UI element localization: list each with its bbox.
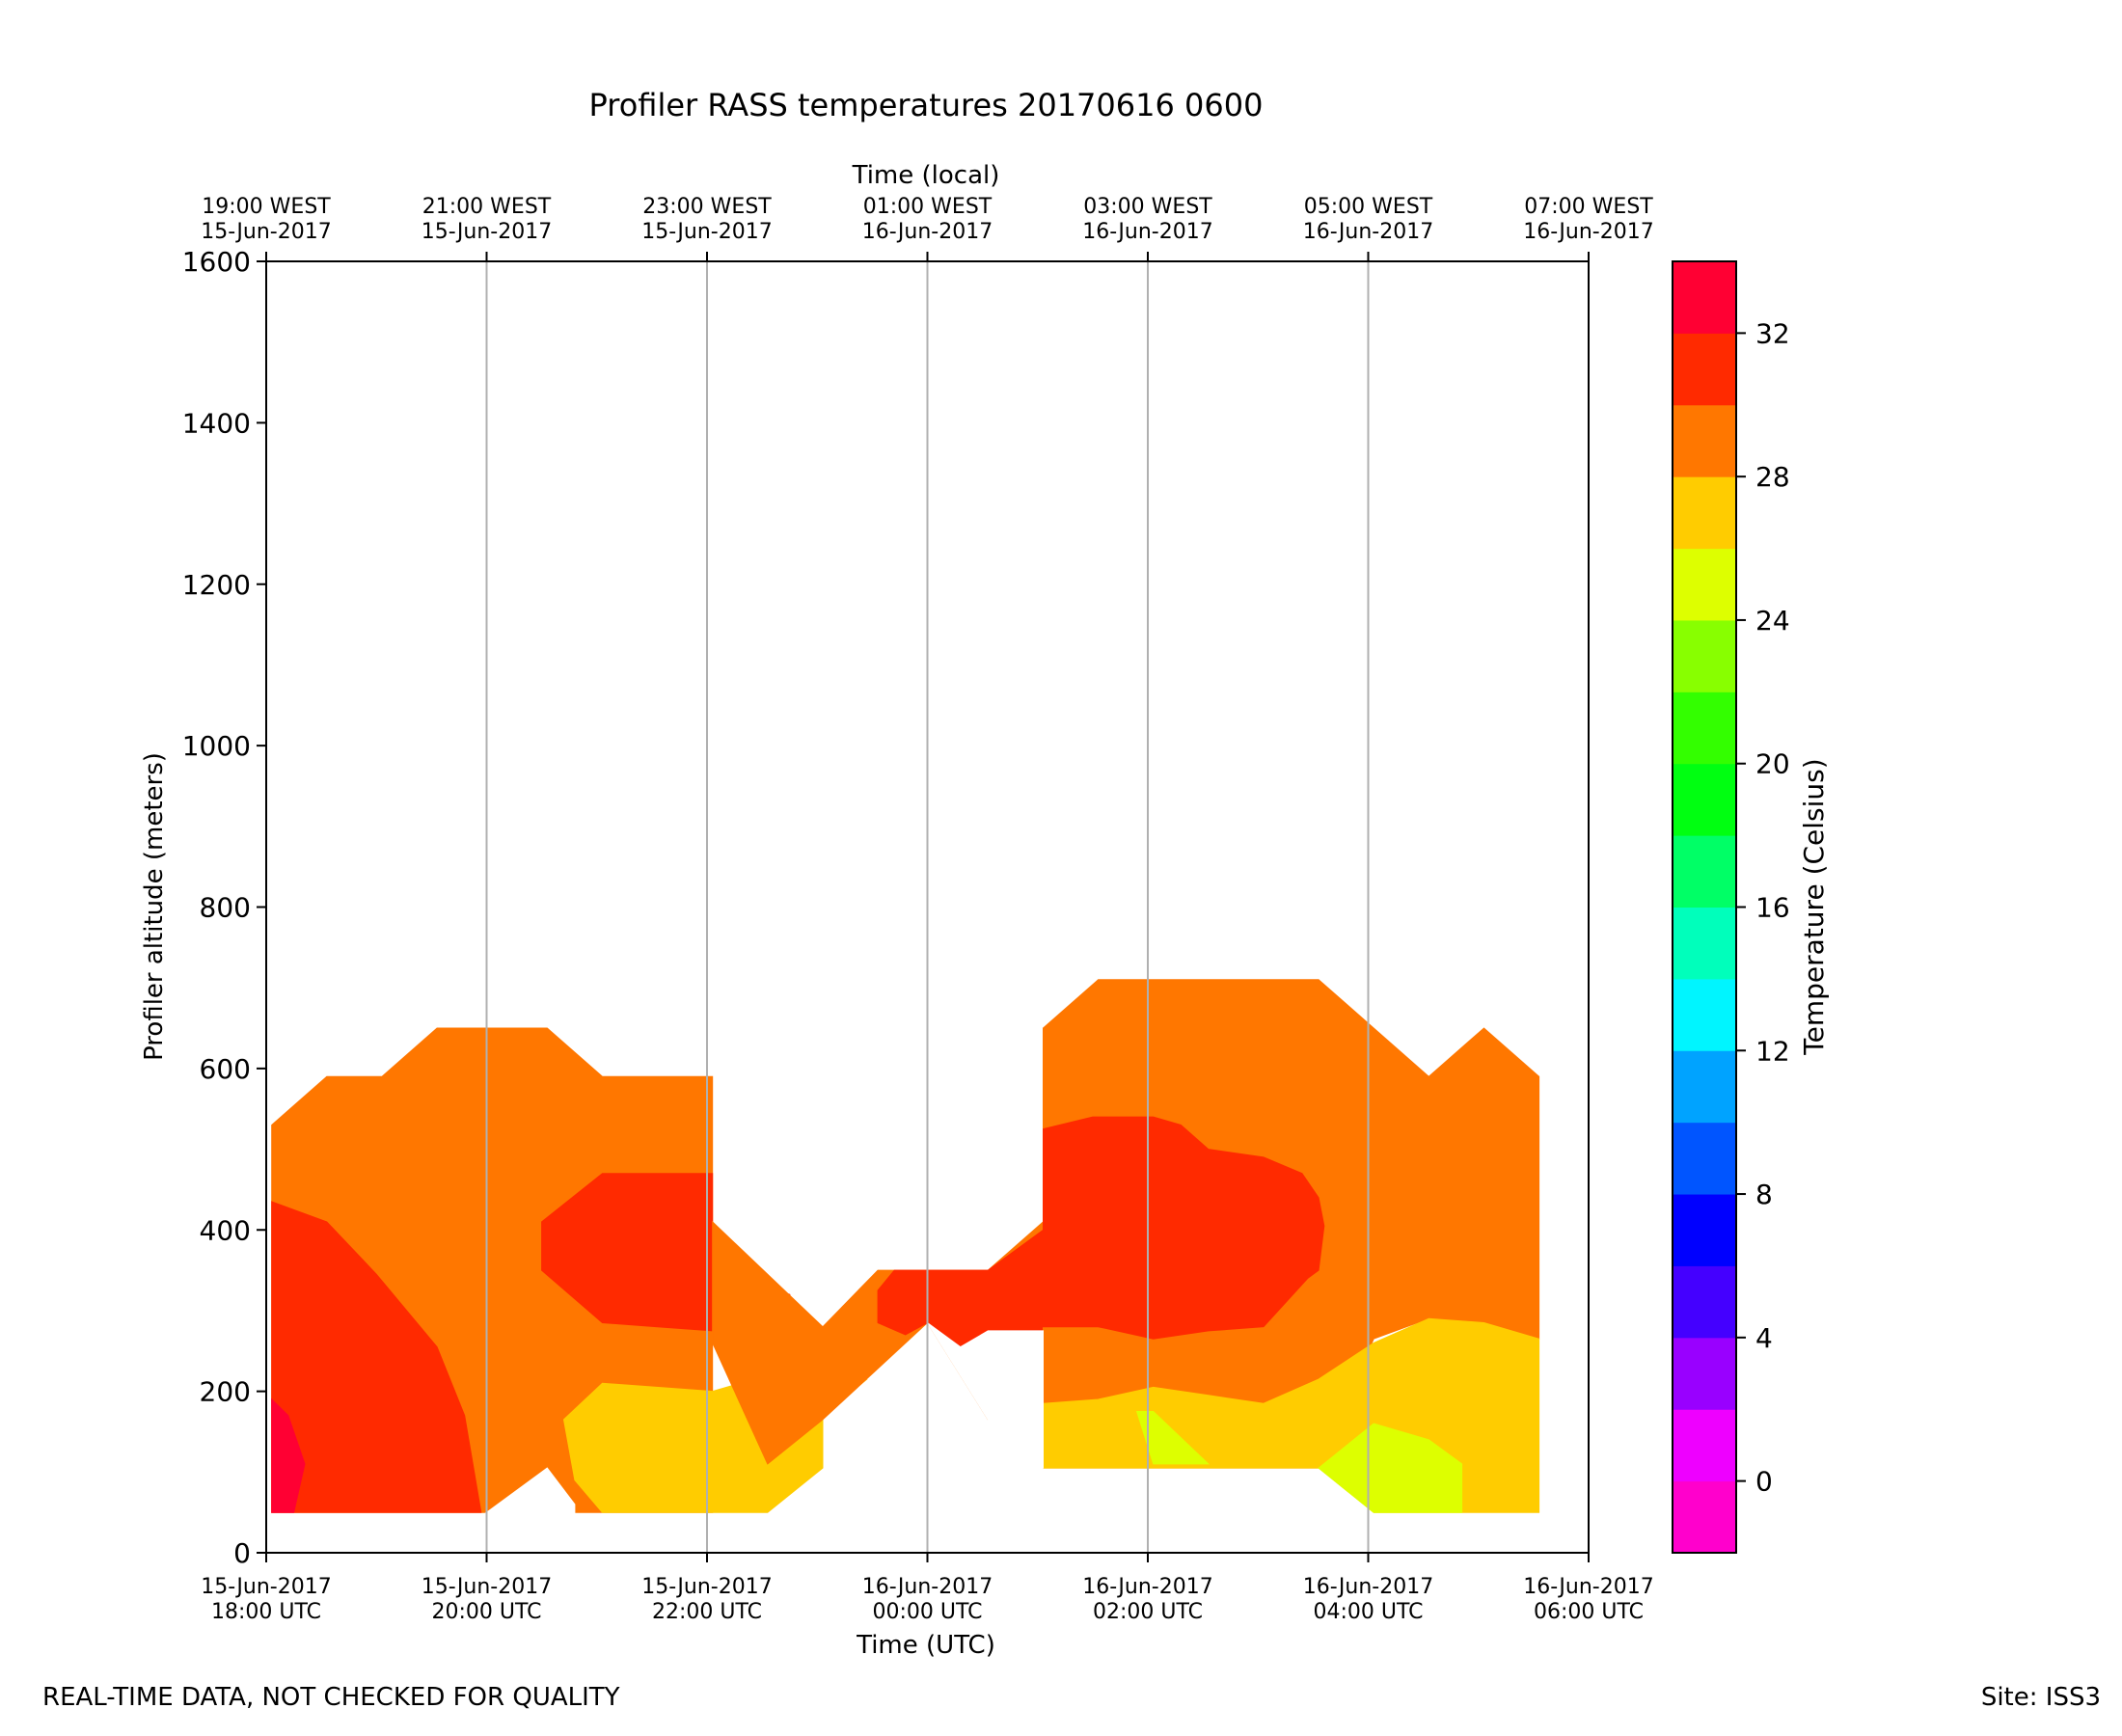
colorbar-tick-label: 24 [1755,605,1790,637]
top-tick-label-time: 23:00 WEST [642,195,772,219]
y-tick-label: 0 [233,1537,251,1569]
y-tick-label: 800 [200,892,251,924]
colorbar-tick-label: 8 [1755,1179,1773,1210]
contour-region-right-block-30-32C [1043,1116,1325,1340]
colorbar-segment [1673,1050,1736,1124]
colorbar-segment [1673,978,1736,1051]
x-tick-label-time: 18:00 UTC [211,1600,321,1624]
x-tick-label-date: 15-Jun-2017 [201,1575,331,1599]
colorbar-tick-label: 28 [1755,461,1790,493]
colorbar-tick-label: 12 [1755,1035,1790,1067]
contour-region-left-block-30-32C [271,1201,482,1513]
x-tick-label-time: 04:00 UTC [1313,1600,1423,1624]
colorbar-segment [1673,1265,1736,1339]
colorbar-segment [1673,763,1736,836]
y-tick-label: 400 [200,1214,251,1246]
y-tick-label: 200 [200,1376,251,1408]
colorbar-segment [1673,404,1736,477]
colorbar-segment [1673,261,1736,334]
contour-region-middle-30-32C [877,1229,1044,1348]
colorbar-segment [1673,907,1736,980]
gridlines [485,261,1370,1553]
colorbar-segment [1673,619,1736,692]
top-tick-label-time: 07:00 WEST [1524,195,1653,219]
data-quality-note: REAL-TIME DATA, NOT CHECKED FOR QUALITY [42,1683,620,1712]
top-tick-label-time: 05:00 WEST [1304,195,1433,219]
colorbar-tick-label: 4 [1755,1322,1773,1354]
x-tick-label-time: 02:00 UTC [1093,1600,1203,1624]
x-tick-label-date: 16-Jun-2017 [1303,1575,1433,1599]
top-tick-label-time: 01:00 WEST [863,195,993,219]
x-tick-label-time: 20:00 UTC [431,1600,541,1624]
top-tick-label-date: 16-Jun-2017 [1303,220,1433,244]
x-tick-label-date: 16-Jun-2017 [1082,1575,1212,1599]
contour-region-right-block-24-26C-b [1318,1423,1463,1513]
chart-title: Profiler RASS temperatures 20170616 0600 [589,87,1264,123]
top-tick-label-time: 03:00 WEST [1083,195,1212,219]
colorbar-segment [1673,476,1736,550]
colorbar-segment [1673,835,1736,908]
contour-fills [271,979,1540,1517]
x-tick-label-time: 00:00 UTC [872,1600,982,1624]
colorbar-segment [1673,692,1736,765]
top-tick-label-time: 21:00 WEST [422,195,552,219]
colorbar-tick-label: 16 [1755,892,1790,924]
colorbar-tick-label: 0 [1755,1466,1773,1498]
y-tick-label: 1600 [182,246,251,278]
colorbar-segment [1673,1409,1736,1482]
x-axis-label: Time (UTC) [856,1631,995,1660]
colorbar-tick-label: 20 [1755,748,1790,780]
top-axis-label: Time (local) [852,161,1000,190]
y-tick-label: 1200 [182,569,251,601]
site-label: Site: ISS3 [1980,1683,2101,1712]
colorbar-segment [1673,548,1736,621]
colorbar-segment [1673,1194,1736,1266]
colorbar-ticks: 0 4 8 12 16 20 24 28 32 [1736,317,1790,1498]
x-tick-label-date: 15-Jun-2017 [641,1575,772,1599]
top-tick-label-date: 16-Jun-2017 [1082,220,1212,244]
contour-region-right-block-mask [927,1322,1044,1469]
x-tick-label-date: 16-Jun-2017 [1523,1575,1653,1599]
top-tick-label-date: 16-Jun-2017 [862,220,993,244]
x-tick-label-time: 22:00 UTC [652,1600,762,1624]
top-tick-label-date: 15-Jun-2017 [422,220,552,244]
colorbar-segment [1673,1480,1736,1554]
colorbar-segment [1673,1122,1736,1195]
top-tick-label-date: 15-Jun-2017 [201,220,331,244]
contour-region-left-block-notch [479,1467,576,1517]
contour-region-left-block-32-34C [271,1397,306,1513]
top-tick-label-date: 15-Jun-2017 [641,220,772,244]
y-axis: 0 200 400 600 800 1000 1200 1400 1600 [182,246,266,1569]
x-tick-label-time: 06:00 UTC [1534,1600,1644,1624]
colorbar-tick-label: 32 [1755,317,1790,349]
y-tick-label: 600 [200,1053,251,1085]
x-tick-label-date: 15-Jun-2017 [422,1575,552,1599]
colorbar-segment [1673,333,1736,406]
y-axis-label: Profiler altitude (meters) [140,752,169,1061]
y-tick-label: 1400 [182,407,251,439]
colorbar [1673,261,1736,1554]
top-tick-label-date: 16-Jun-2017 [1523,220,1653,244]
colorbar-segment [1673,1337,1736,1410]
y-tick-label: 1000 [182,730,251,762]
x-tick-label-date: 16-Jun-2017 [862,1575,993,1599]
top-tick-label-time: 19:00 WEST [202,195,331,219]
colorbar-label: Temperature (Celsius) [1798,758,1830,1055]
